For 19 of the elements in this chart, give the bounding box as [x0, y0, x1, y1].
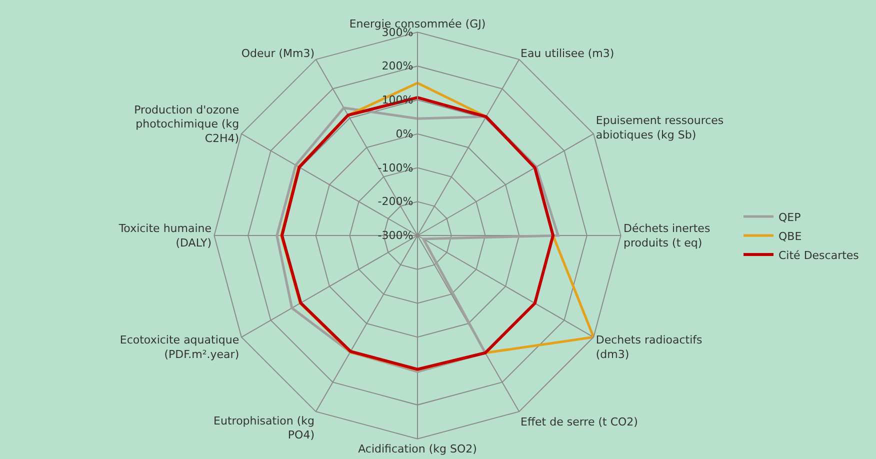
spoke-label: Eutrophisation (kg PO4) [214, 414, 314, 442]
legend-label: QEP [778, 210, 802, 224]
y-tick-label: -300% [378, 229, 414, 242]
legend-label: QBE [778, 230, 802, 243]
spoke-label: Toxicite humaine (DALY) [118, 222, 212, 250]
spoke-label: Epuisement ressources abiotiques (kg Sb) [596, 114, 724, 142]
spoke-label: Odeur (Mm3) [241, 47, 314, 60]
spoke-label: Ecotoxicite aquatique (PDF.m².year) [120, 334, 240, 362]
y-tick-label: 0% [396, 127, 414, 140]
y-tick-label: 200% [382, 60, 414, 73]
spoke-label: Acidification (kg SO2) [358, 442, 477, 456]
spoke-label: Production d'ozone photochimique (kg C2H4) [134, 103, 240, 145]
spoke-label: Eau utilisee (m3) [520, 47, 614, 60]
legend-label: Cité Descartes [778, 248, 860, 262]
spoke-label: Déchets inertes produits (t eq) [624, 222, 710, 250]
spoke-label: Effet de serre (t CO2) [520, 415, 638, 428]
y-tick-label: -100% [378, 161, 414, 174]
spoke-label: Dechets radioactifs (dm3) [596, 334, 703, 362]
y-tick-label: -200% [378, 195, 414, 208]
